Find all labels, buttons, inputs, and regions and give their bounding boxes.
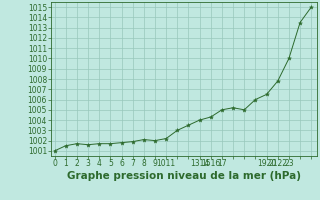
X-axis label: Graphe pression niveau de la mer (hPa): Graphe pression niveau de la mer (hPa)	[67, 171, 301, 181]
